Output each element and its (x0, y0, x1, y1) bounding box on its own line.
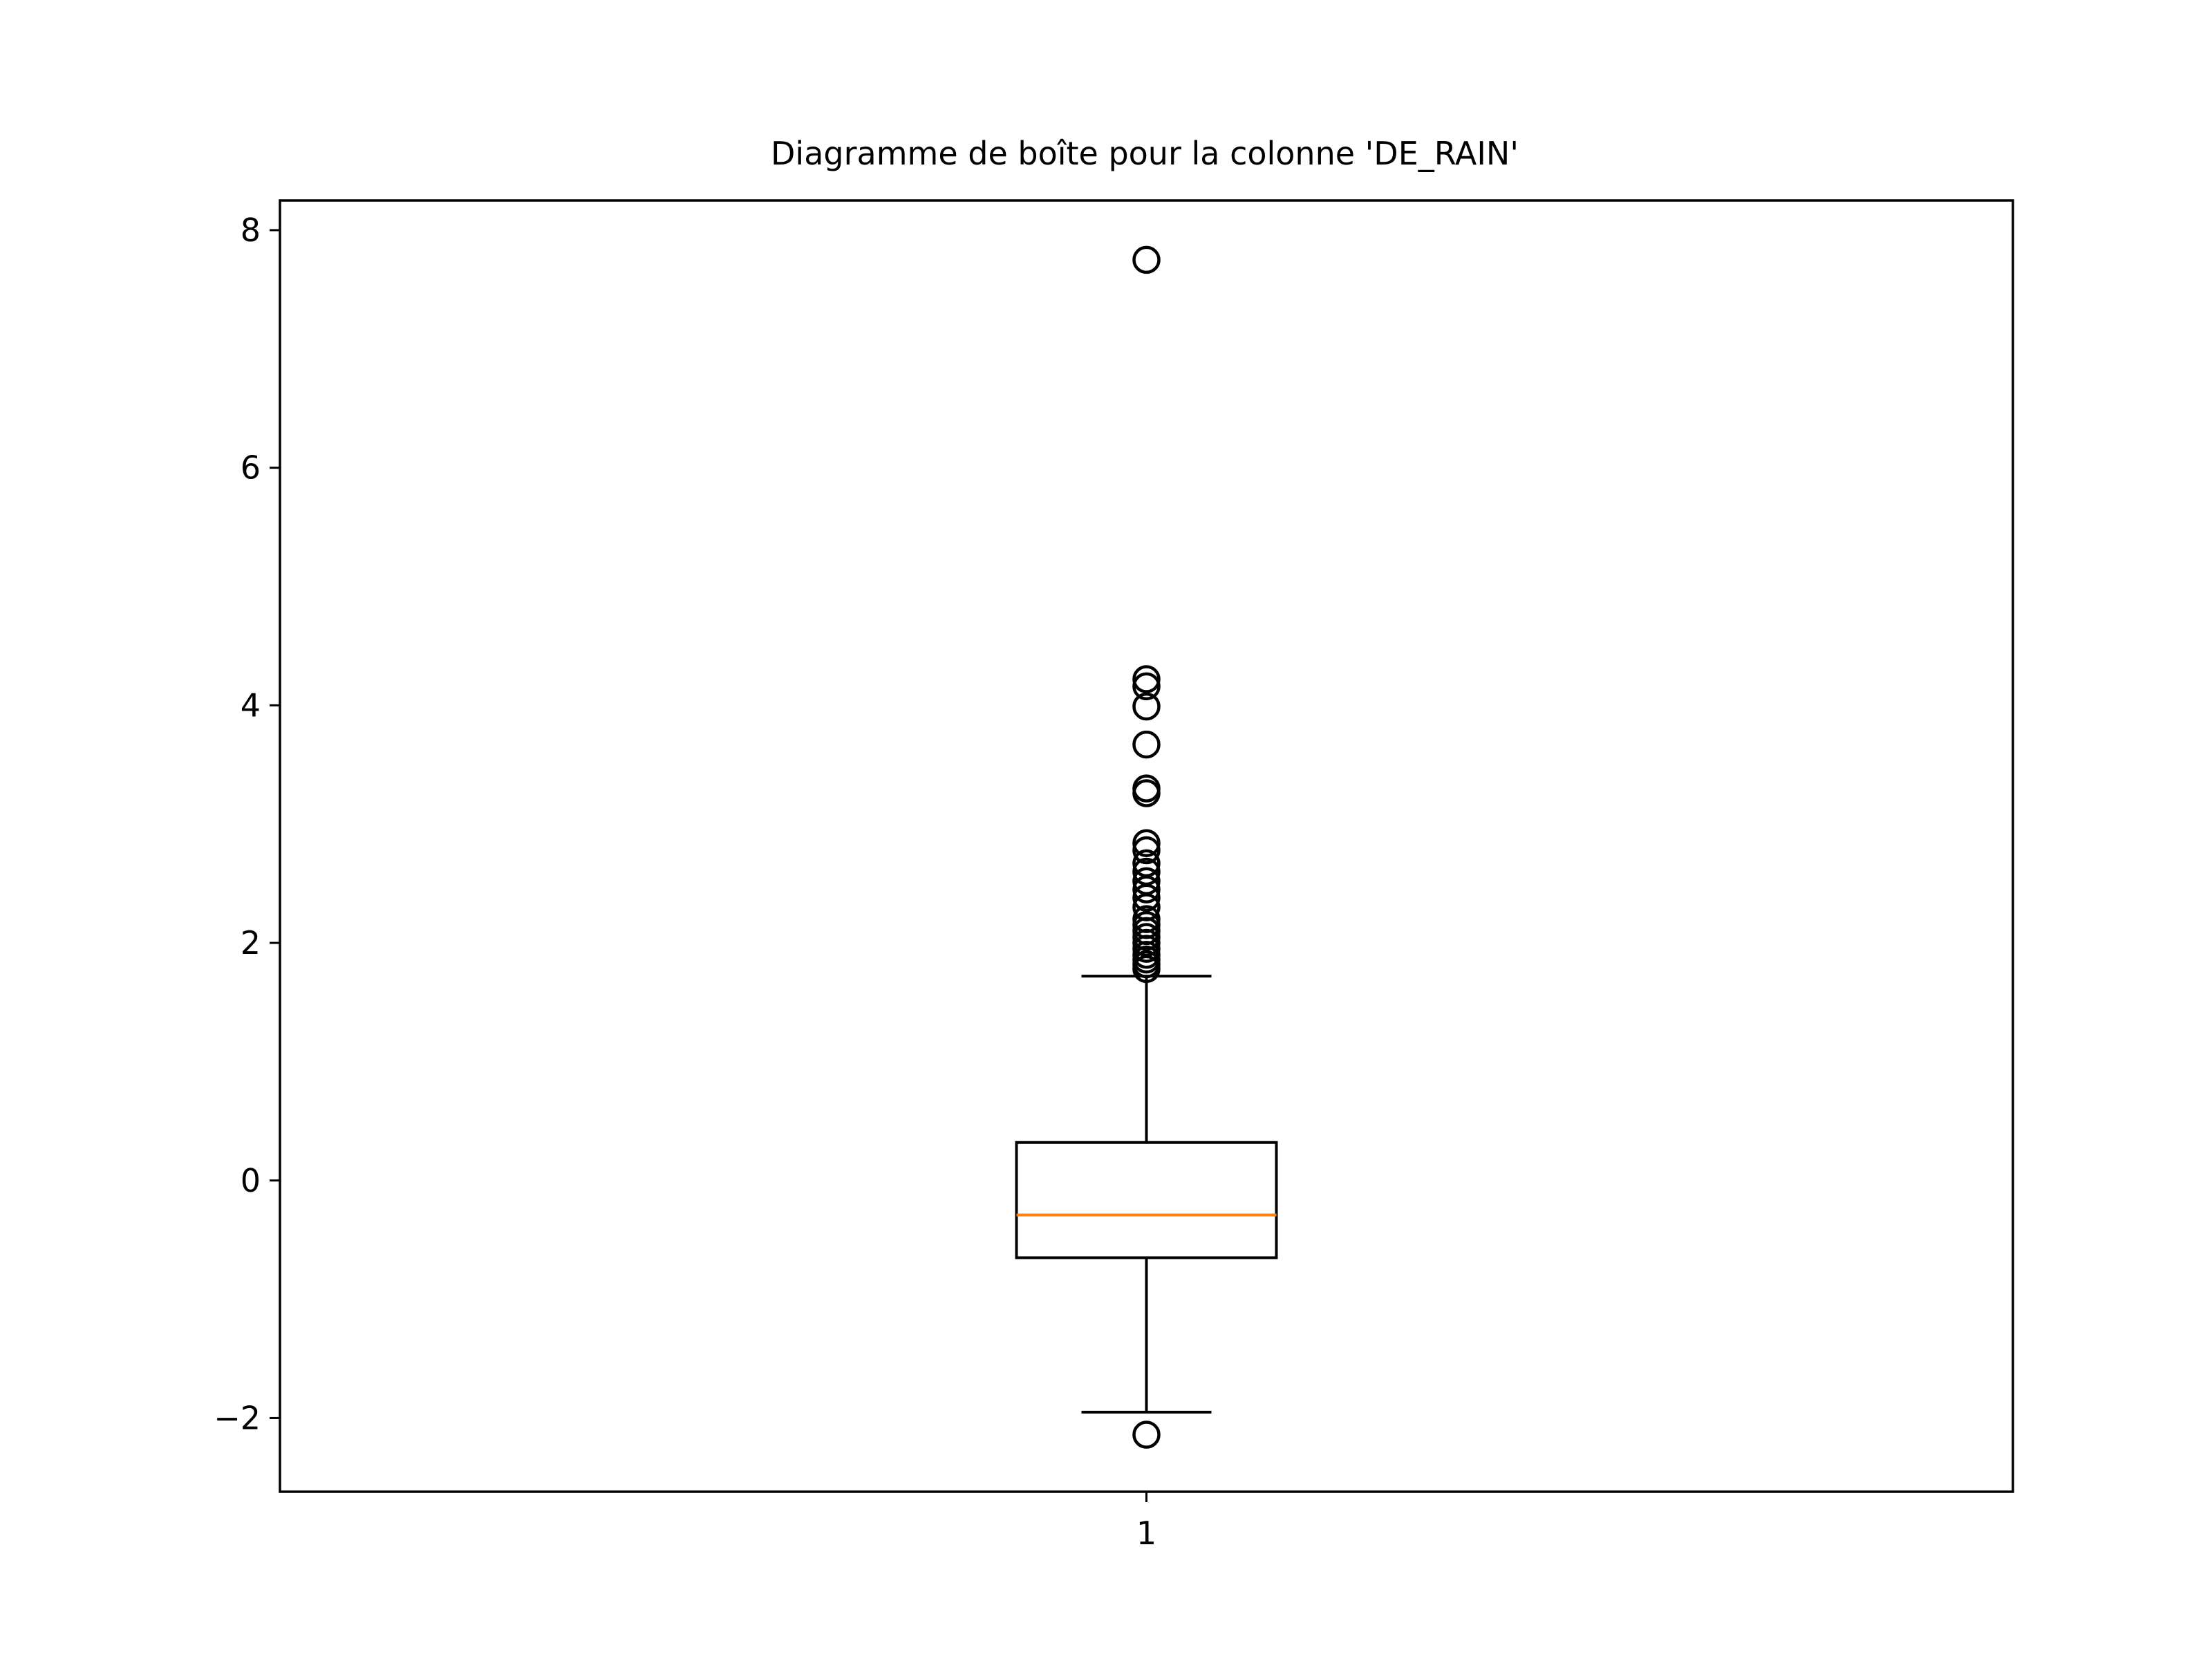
outlier-point (1132, 829, 1161, 857)
outlier-point (1132, 905, 1161, 933)
plot-area: −2 0 2 4 6 8 1 (214, 199, 2014, 1552)
outlier-point (1132, 836, 1161, 865)
outlier-point (1132, 867, 1161, 895)
iqr-box (1015, 1141, 1278, 1259)
outlier-point (1132, 730, 1161, 759)
outlier-point (1132, 1421, 1161, 1449)
y-tick-label: 0 (241, 1162, 261, 1199)
outlier-point (1132, 849, 1161, 878)
outlier-point (1132, 774, 1161, 803)
outlier-point (1132, 245, 1161, 274)
y-tick-label: 2 (241, 924, 261, 962)
outlier-point (1132, 672, 1161, 701)
y-tick-label: 6 (241, 449, 261, 487)
outlier-point (1132, 692, 1161, 721)
y-tick-label: −2 (214, 1399, 261, 1436)
outlier-point (1132, 857, 1161, 886)
x-tick-label: 1 (1136, 1515, 1156, 1552)
chart-title: Diagramme de boîte pour la colonne 'DE_R… (771, 135, 1519, 172)
y-tick-label: 8 (241, 212, 261, 249)
outlier-point (1132, 665, 1161, 693)
y-tick-label: 4 (241, 686, 261, 724)
